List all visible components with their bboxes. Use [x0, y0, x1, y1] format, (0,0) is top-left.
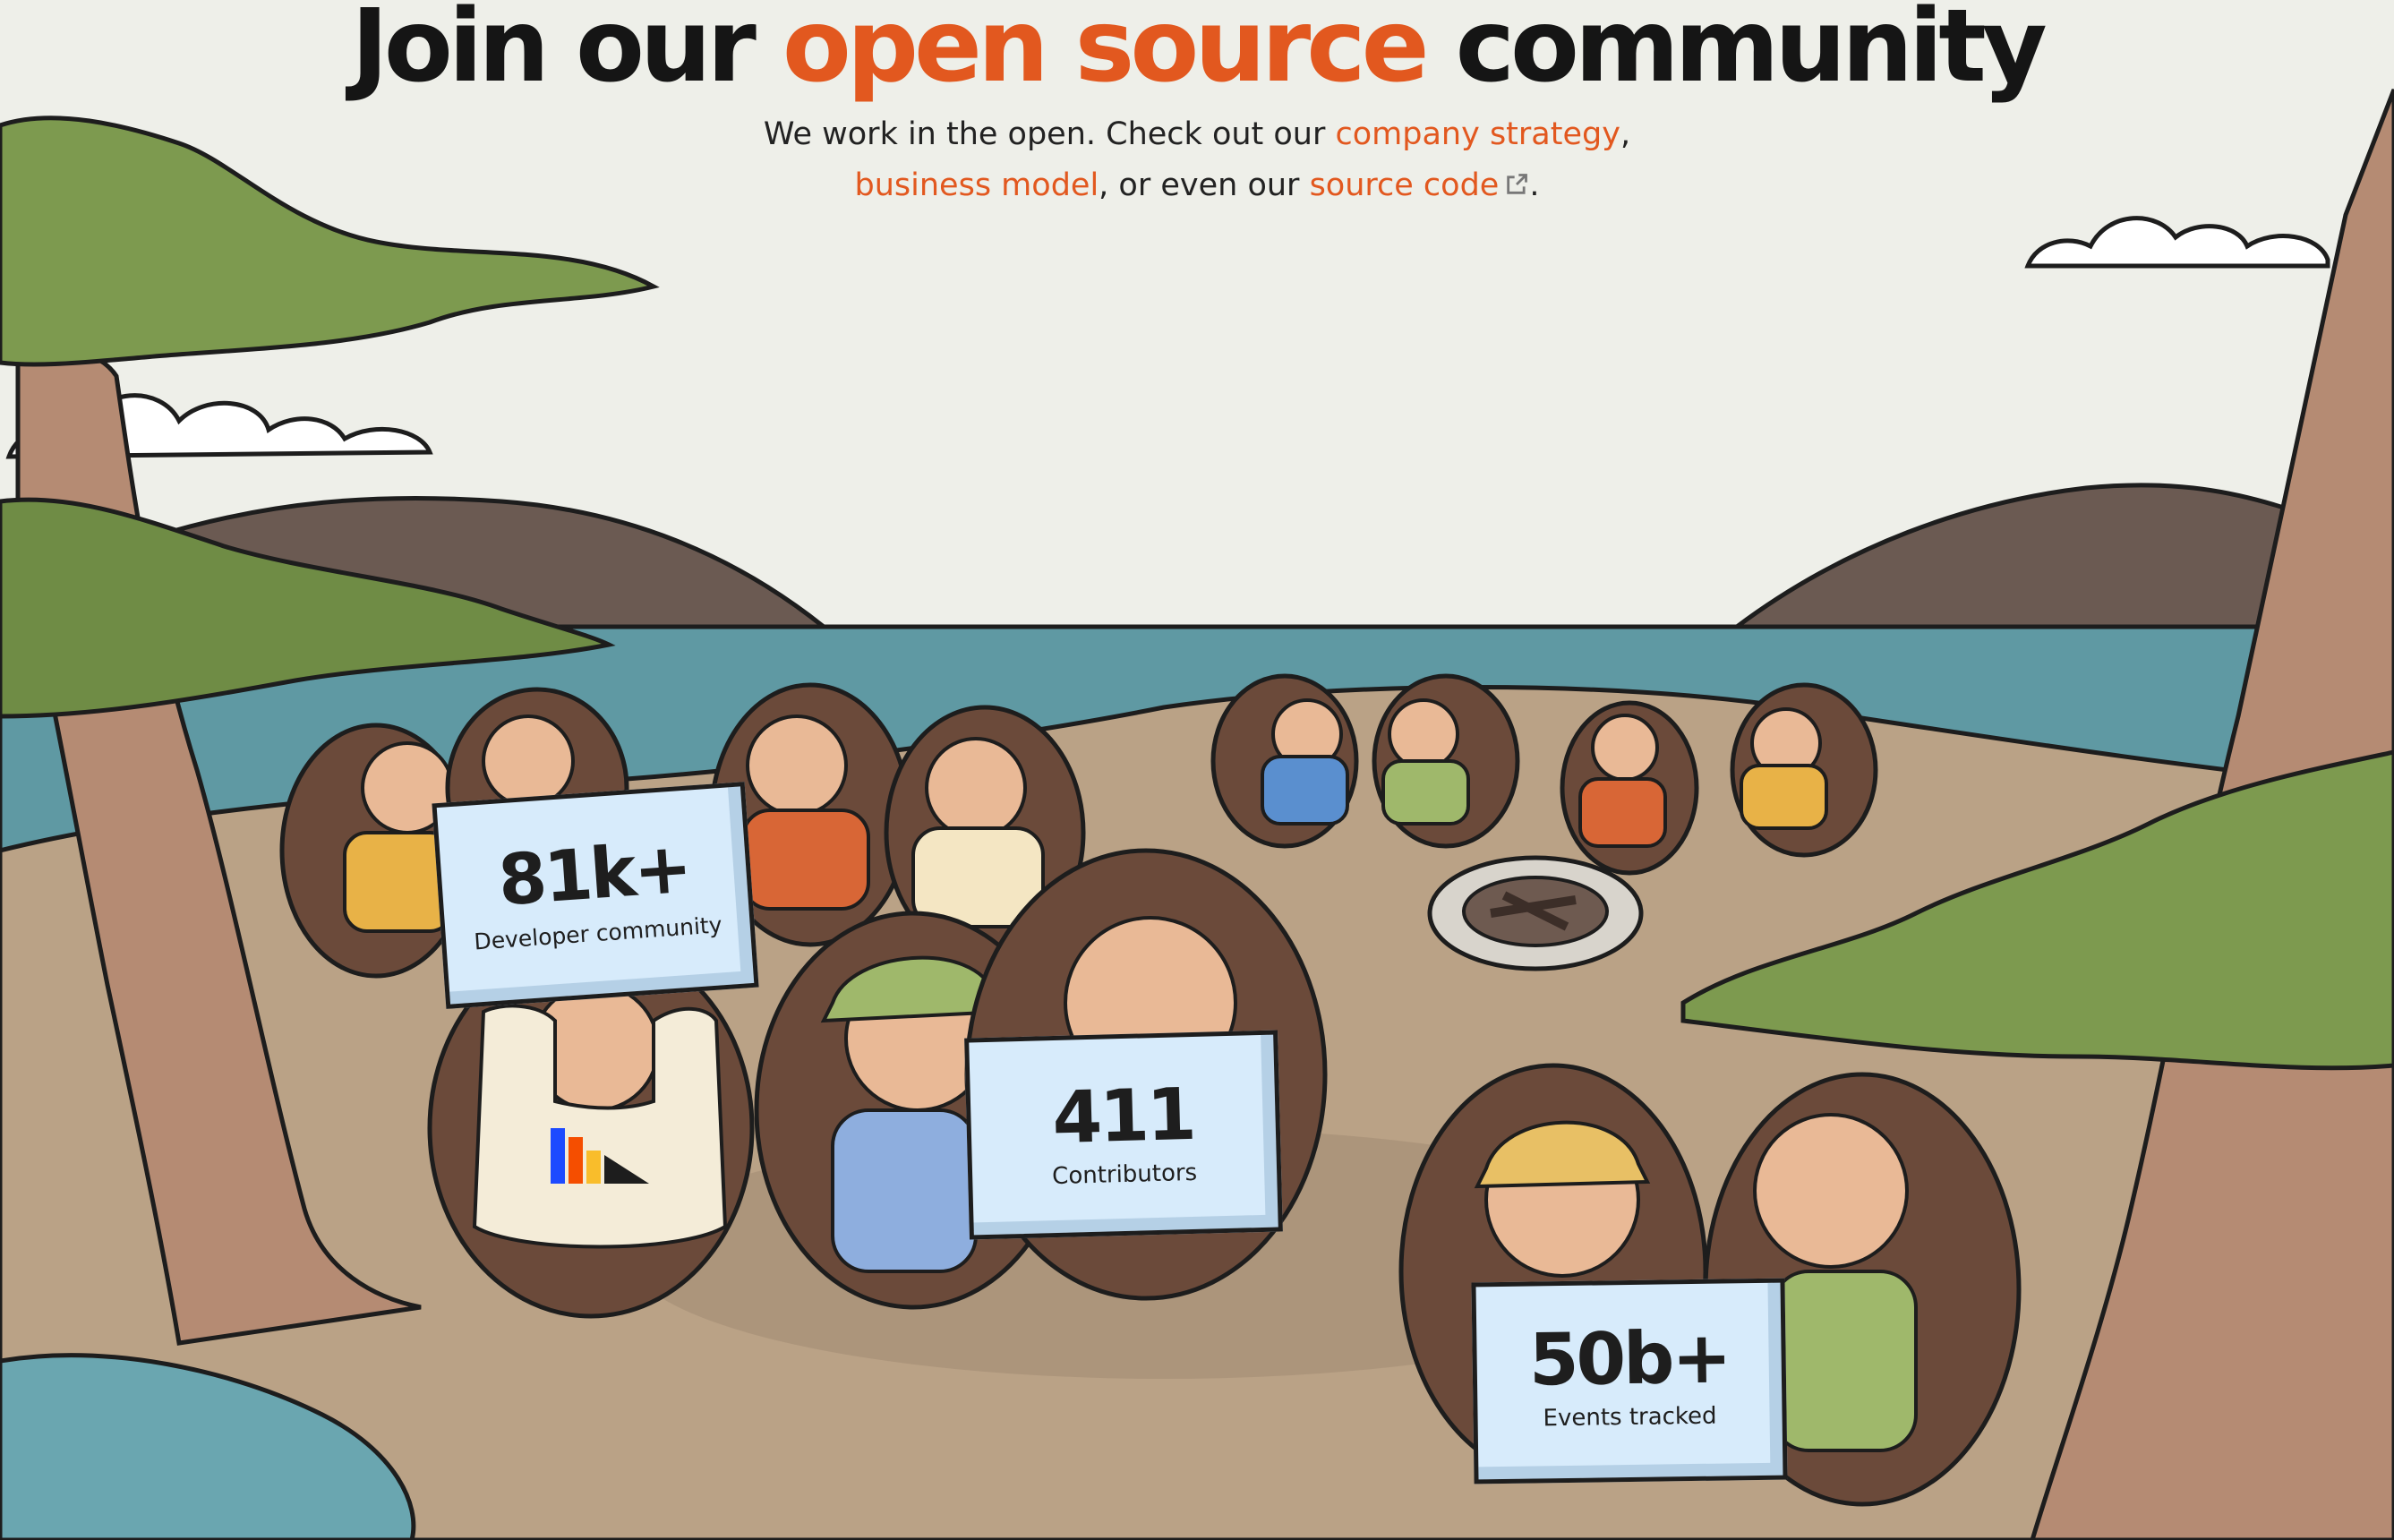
- business-model-link[interactable]: business model: [854, 167, 1099, 203]
- title-end: community: [1424, 0, 2048, 105]
- sign-developer-community: 81k+ Developer community: [432, 782, 759, 1009]
- campfire-logs: [1490, 891, 1577, 931]
- hedgehog-yellow-left: [279, 723, 473, 979]
- hedgehog-red-back: [1560, 700, 1699, 876]
- shore-water: [0, 1353, 416, 1540]
- hedgehog-blue: [1210, 673, 1359, 849]
- tree-foliage-right: [1680, 749, 2394, 1071]
- sign-events-tracked: 50b+ Events tracked: [1471, 1278, 1788, 1484]
- posthog-logo-icon: [551, 1128, 649, 1184]
- sign-contributors-value: 411: [1051, 1072, 1195, 1160]
- sign-contributors-label: Contributors: [1051, 1159, 1198, 1191]
- intro-text: We work in the open. Check out our compa…: [0, 109, 2394, 211]
- external-link-icon[interactable]: [1504, 172, 1529, 197]
- source-code-link[interactable]: source code: [1309, 167, 1500, 203]
- hills-right: [1730, 483, 2295, 629]
- tree-foliage-left-top: [0, 116, 660, 367]
- company-strategy-link[interactable]: company strategy: [1335, 116, 1620, 152]
- intro-text-3: , or even our: [1099, 167, 1310, 203]
- title-accent: open source: [782, 0, 1430, 105]
- page-title: Join our open source community: [0, 0, 2394, 100]
- intro-text-2: ,: [1620, 116, 1631, 152]
- sign-contributors: 411 Contributors: [964, 1030, 1283, 1240]
- hedgehog-yellow-back: [1730, 682, 1878, 858]
- hedgehog-apron: [427, 937, 755, 1319]
- intro-text-1: We work in the open. Check out our: [763, 116, 1336, 152]
- cloud-right: [2024, 216, 2330, 269]
- sign-developer-community-value: 81k+: [495, 827, 693, 922]
- hedgehog-green: [1372, 673, 1520, 849]
- intro-text-4: .: [1529, 167, 1540, 203]
- tree-foliage-left-mid: [0, 497, 616, 719]
- title-start: Join our: [351, 0, 782, 105]
- sign-events-tracked-label: Events tracked: [1543, 1402, 1717, 1433]
- sign-events-tracked-value: 50b+: [1528, 1315, 1731, 1402]
- hedgehog-cream: [884, 705, 1086, 961]
